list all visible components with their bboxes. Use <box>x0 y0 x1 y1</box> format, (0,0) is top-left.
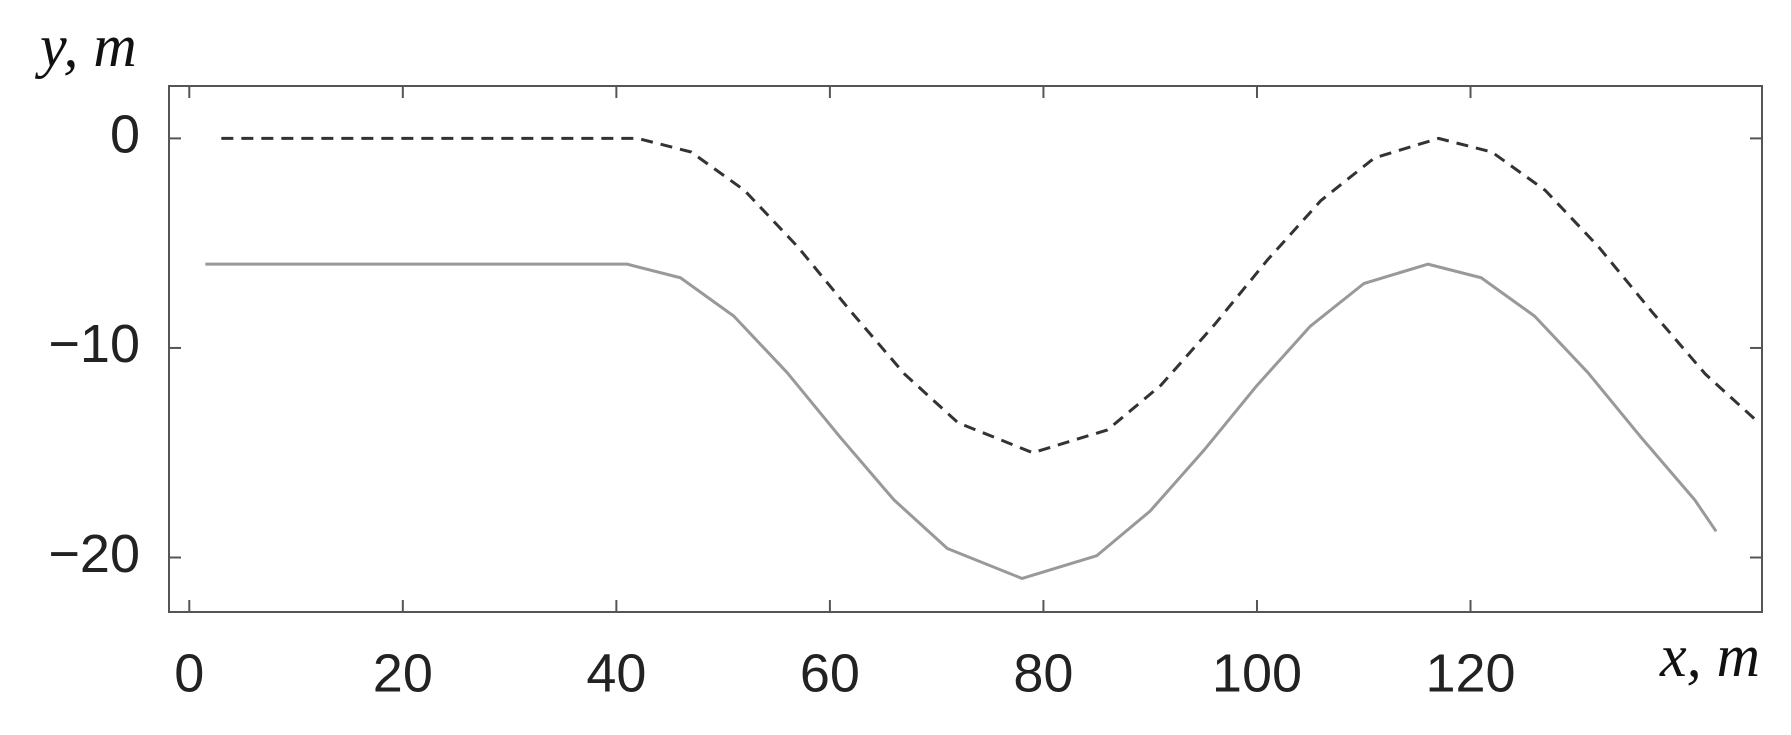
x-tick-label: 40 <box>586 643 646 703</box>
y-tick-label: 0 <box>110 105 140 165</box>
x-tick-label: 80 <box>1013 643 1073 703</box>
x-tick-label: 60 <box>800 643 860 703</box>
x-tick-label: 120 <box>1425 643 1515 703</box>
series-line <box>221 136 1760 455</box>
plot-frame <box>168 85 1763 613</box>
series-line <box>205 262 1718 580</box>
y-tick-label: −10 <box>48 314 140 374</box>
x-tick-label: 100 <box>1212 643 1302 703</box>
x-tick-label: 0 <box>174 643 204 703</box>
x-axis-label: x, m <box>1659 623 1760 689</box>
y-axis-label: y, m <box>34 13 137 79</box>
y-tick-label: −20 <box>48 524 140 584</box>
x-tick-label: 20 <box>373 643 433 703</box>
